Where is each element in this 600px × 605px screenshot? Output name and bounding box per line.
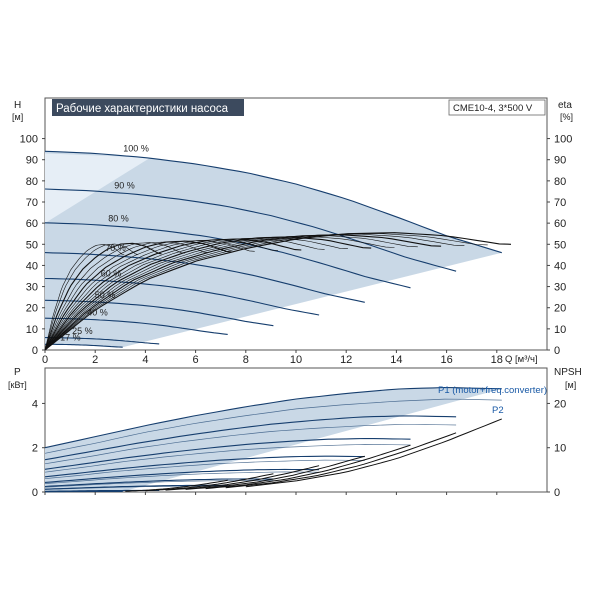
speed-label-80: 80 % [108,214,129,224]
x-tick-label: 4 [142,354,148,366]
x-tick-label: 10 [290,354,302,366]
y-axis-label-npsh: NPSH [554,367,582,378]
speed-label-17: 17 % [60,332,81,342]
x-tick-label: 2 [92,354,98,366]
speed-label-50: 50 % [95,290,116,300]
speed-label-60: 60 % [101,269,122,279]
y-tick-label-npsh: 10 [554,443,566,455]
y-tick-label-power: 4 [32,398,38,410]
y-tick-label-eta: 0 [554,345,560,357]
y-tick-label-power: 2 [32,443,38,455]
y-tick-label-eta: 20 [554,303,566,315]
x-tick-label: 0 [42,354,48,366]
y-tick-label-eta: 100 [554,134,572,146]
y-tick-label-power: 0 [32,487,38,499]
y-tick-label-head: 70 [26,197,38,209]
y-tick-label-head: 20 [26,303,38,315]
y-tick-label-head: 100 [20,134,38,146]
y-tick-label-head: 10 [26,324,38,336]
speed-label-40: 40 % [87,307,108,317]
y-tick-label-eta: 40 [554,260,566,272]
y-tick-label-head: 60 [26,218,38,230]
x-tick-label: 8 [243,354,249,366]
y-axis-unit-npsh: [м] [565,380,576,390]
y-tick-label-npsh: 0 [554,487,560,499]
y-tick-label-head: 50 [26,239,38,251]
y-tick-label-eta: 60 [554,218,566,230]
chart-title: Рабочие характеристики насоса [56,103,229,115]
y-tick-label-npsh: 20 [554,398,566,410]
y-tick-label-head: 90 [26,155,38,167]
y-tick-label-eta: 80 [554,176,566,188]
series-label-p2: P2 [492,405,504,416]
x-tick-label: 18 [491,354,503,366]
y-tick-label-eta: 70 [554,197,566,209]
y-tick-label-eta: 30 [554,282,566,294]
x-tick-label: 12 [340,354,352,366]
speed-label-70: 70 % [105,243,126,253]
y-tick-label-eta: 50 [554,239,566,251]
speed-label-100: 100 % [123,144,149,154]
y-tick-label-head: 40 [26,260,38,272]
y-axis-unit-power: [кВт] [8,380,27,390]
series-label-p1: P1 (motor+freq.converter) [438,385,547,396]
y-axis-label-power: P [14,367,21,378]
y-axis-unit-eta: [%] [560,112,573,122]
y-tick-label-head: 0 [32,345,38,357]
x-axis-label-q: Q [м³/ч] [505,354,538,365]
y-axis-label-head: H [14,100,21,111]
x-tick-label: 16 [440,354,452,366]
y-axis-unit-head: [м] [12,112,23,122]
model-label: CME10-4, 3*500 V [453,103,533,114]
x-tick-label: 14 [390,354,402,366]
y-tick-label-eta: 90 [554,155,566,167]
y-tick-label-eta: 10 [554,324,566,336]
y-axis-label-eta: eta [558,100,572,111]
x-tick-label: 6 [193,354,199,366]
speed-label-90: 90 % [114,181,135,191]
y-tick-label-head: 80 [26,176,38,188]
y-tick-label-head: 30 [26,282,38,294]
